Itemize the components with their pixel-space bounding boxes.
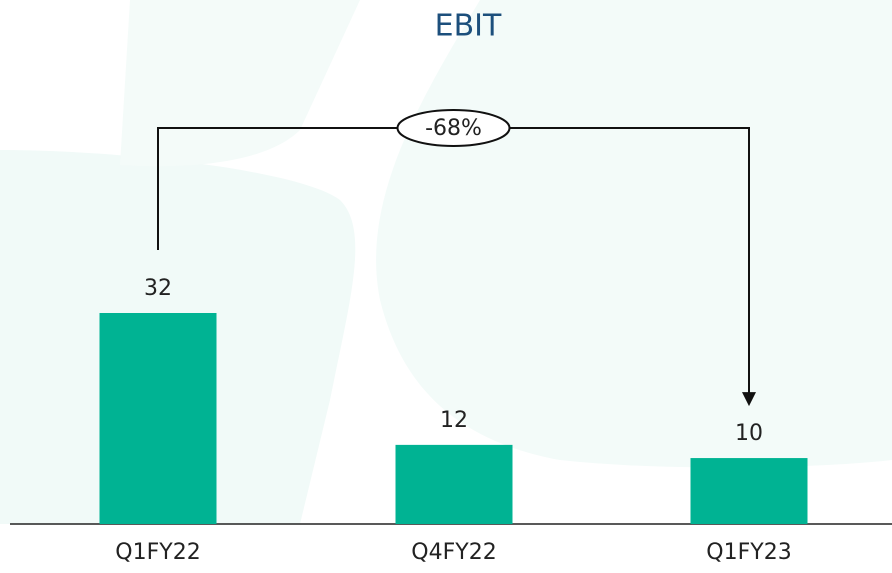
annotation-arrowhead (742, 392, 756, 407)
background-shapes (0, 0, 892, 524)
annotation-text: -68% (425, 116, 482, 141)
bar (690, 458, 808, 524)
x-tick-label: Q1FY22 (115, 540, 200, 565)
data-label: 32 (144, 276, 172, 301)
data-label: 10 (735, 421, 763, 446)
data-label: 12 (440, 408, 468, 433)
bar (99, 313, 217, 524)
x-tick-label: Q4FY22 (411, 540, 496, 565)
chart-title: EBIT (435, 9, 502, 44)
x-tick-label: Q1FY23 (706, 540, 791, 565)
annotation-bubble (396, 109, 511, 147)
bar (395, 444, 513, 524)
